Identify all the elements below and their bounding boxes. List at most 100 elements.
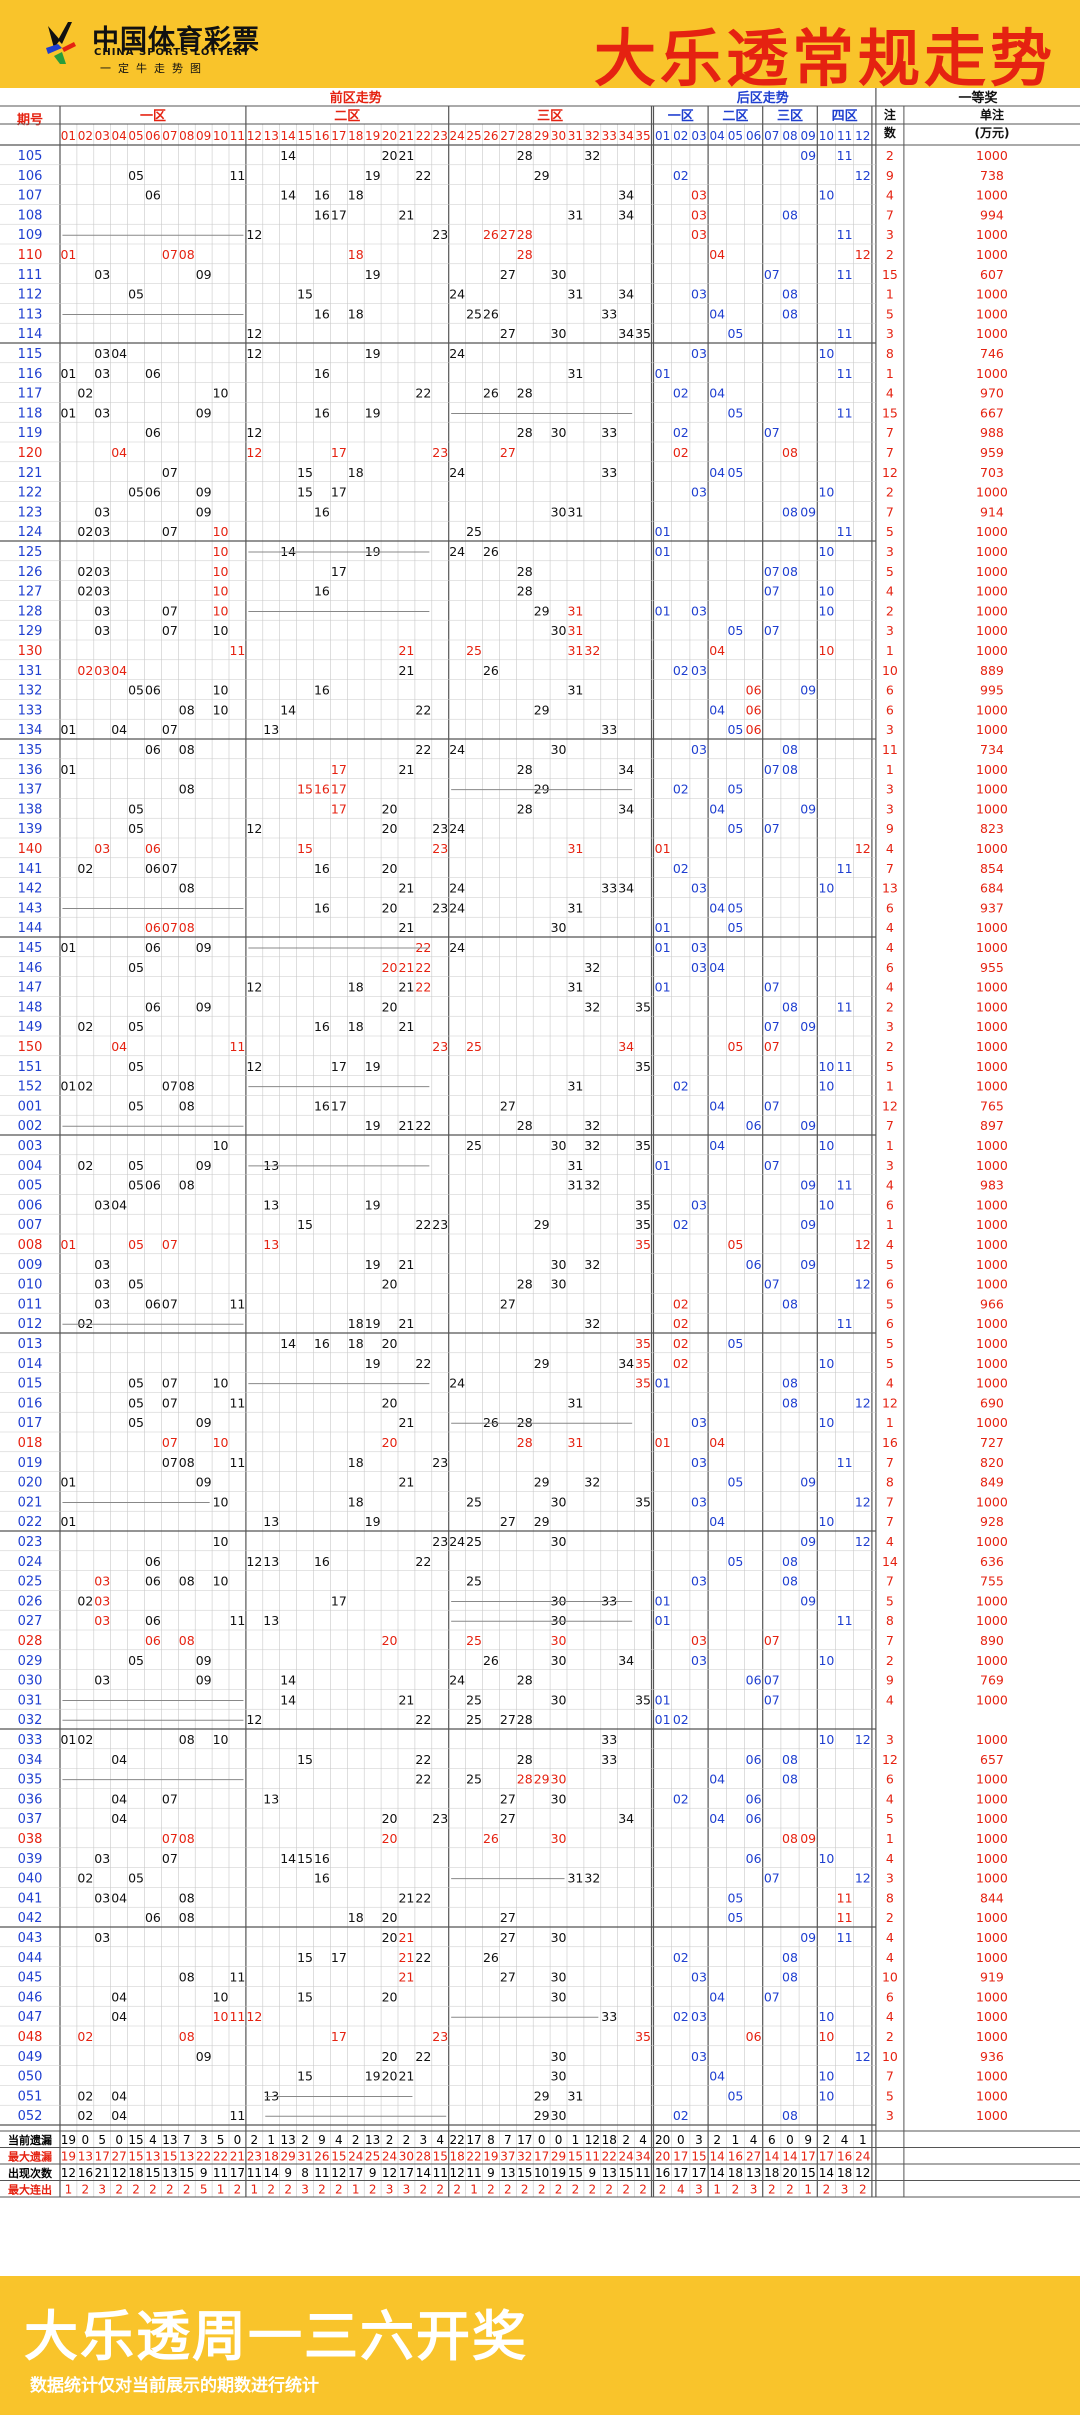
header-bg (0, 88, 1080, 145)
back-ball: 04 (709, 1514, 725, 1529)
period-cell: 146 (18, 961, 43, 976)
stat-front-value: 1 (572, 2133, 580, 2147)
prize-amount: 936 (980, 2049, 1004, 2064)
winner-count: 4 (886, 1692, 894, 1707)
front-ball: 33 (601, 465, 617, 480)
front-ball: 06 (145, 485, 161, 500)
back-number-header: 01 (655, 129, 670, 143)
back-ball: 02 (673, 2108, 689, 2123)
front-ball: 03 (94, 584, 110, 599)
back-ball: 10 (818, 881, 834, 896)
front-ball: 11 (229, 168, 245, 183)
back-ball: 05 (727, 1336, 743, 1351)
front-ball: 31 (567, 980, 583, 995)
stat-back-value: 3 (695, 2133, 703, 2147)
back-ball: 03 (691, 663, 707, 678)
stat-front-value: 2 (251, 2133, 259, 2147)
prize-amount: 1000 (976, 920, 1008, 935)
front-ball: 22 (415, 386, 431, 401)
stat-front-value: 12 (112, 2166, 127, 2180)
front-ball: 29 (534, 168, 550, 183)
front-ball: 30 (551, 1534, 567, 1549)
front-ball: 34 (618, 881, 634, 896)
stat-front-value: 15 (433, 2149, 448, 2163)
back-ball: 10 (818, 485, 834, 500)
back-ball: 05 (727, 1237, 743, 1252)
winner-count: 3 (886, 326, 894, 341)
stat-front-value: 28 (416, 2149, 431, 2163)
prize-amount: 1000 (976, 782, 1008, 797)
stat-front-value: 19 (61, 2133, 76, 2147)
front-ball: 22 (415, 702, 431, 717)
period-cell: 048 (18, 2030, 43, 2045)
back-ball: 12 (855, 1395, 871, 1410)
period-cell: 148 (18, 1000, 43, 1015)
winner-count: 4 (886, 920, 894, 935)
back-ball: 06 (746, 1851, 762, 1866)
period-cell: 150 (18, 1040, 43, 1055)
back-ball: 10 (818, 346, 834, 361)
prize-amount: 844 (980, 1890, 1004, 1905)
stat-front-value: 17 (230, 2166, 245, 2180)
stat-back-value: 18 (764, 2166, 779, 2180)
front-ball: 20 (382, 960, 398, 975)
front-ball: 28 (517, 1673, 533, 1688)
front-ball: 06 (145, 366, 161, 381)
stat-front-value: 11 (466, 2166, 481, 2180)
front-number-header: 29 (534, 129, 549, 143)
back-ball: 06 (746, 1257, 762, 1272)
back-ball: 09 (800, 1831, 816, 1846)
stat-front-value: 37 (500, 2149, 515, 2163)
winner-count: 12 (882, 1395, 898, 1410)
front-ball: 08 (179, 742, 195, 757)
front-ball: 21 (398, 881, 414, 896)
front-ball: 28 (517, 1752, 533, 1767)
prize-amount: 1000 (976, 564, 1008, 579)
front-ball: 05 (128, 1376, 144, 1391)
period-cell: 006 (18, 1198, 43, 1213)
front-ball: 06 (145, 1613, 161, 1628)
winner-count: 7 (886, 425, 894, 440)
winner-count: 4 (886, 841, 894, 856)
winner-count: 7 (886, 1118, 894, 1133)
period-cell: 045 (18, 1971, 43, 1986)
period-cell: 003 (18, 1139, 43, 1154)
front-ball: 23 (432, 1455, 448, 1470)
front-ball: 17 (331, 485, 347, 500)
back-ball: 03 (691, 742, 707, 757)
stat-front-value: 11 (635, 2166, 650, 2180)
period-cell: 029 (18, 1654, 43, 1669)
prize-amount: 1000 (976, 544, 1008, 559)
front-zone-label: 二区 (334, 109, 360, 124)
back-ball: 04 (709, 900, 725, 915)
back-ball: 11 (837, 405, 853, 420)
front-ball: 08 (179, 1831, 195, 1846)
period-cell: 141 (18, 862, 43, 877)
back-ball: 12 (855, 1534, 871, 1549)
winner-count: 16 (882, 1435, 898, 1450)
back-ball: 02 (673, 1316, 689, 1331)
front-ball: 21 (398, 920, 414, 935)
back-ball: 10 (818, 2009, 834, 2024)
front-ball: 04 (111, 2009, 127, 2024)
front-ball: 16 (314, 900, 330, 915)
front-ball: 27 (500, 326, 516, 341)
period-cell: 011 (18, 1297, 43, 1312)
back-ball: 03 (691, 1970, 707, 1985)
front-ball: 18 (348, 306, 364, 321)
front-ball: 18 (348, 1336, 364, 1351)
back-ball: 10 (818, 2029, 834, 2044)
winner-count: 7 (886, 1633, 894, 1648)
winner-count: 4 (886, 1376, 894, 1391)
back-ball: 04 (709, 1989, 725, 2004)
back-ball: 07 (764, 425, 780, 440)
front-ball: 10 (213, 584, 229, 599)
front-ball: 18 (348, 980, 364, 995)
prize-amount: 1000 (976, 841, 1008, 856)
stat-front-value: 25 (365, 2149, 380, 2163)
period-cell: 042 (18, 1911, 43, 1926)
front-ball: 05 (128, 1178, 144, 1193)
front-ball: 21 (398, 1316, 414, 1331)
back-number-header: 02 (673, 129, 688, 143)
stat-front-value: 18 (450, 2149, 465, 2163)
